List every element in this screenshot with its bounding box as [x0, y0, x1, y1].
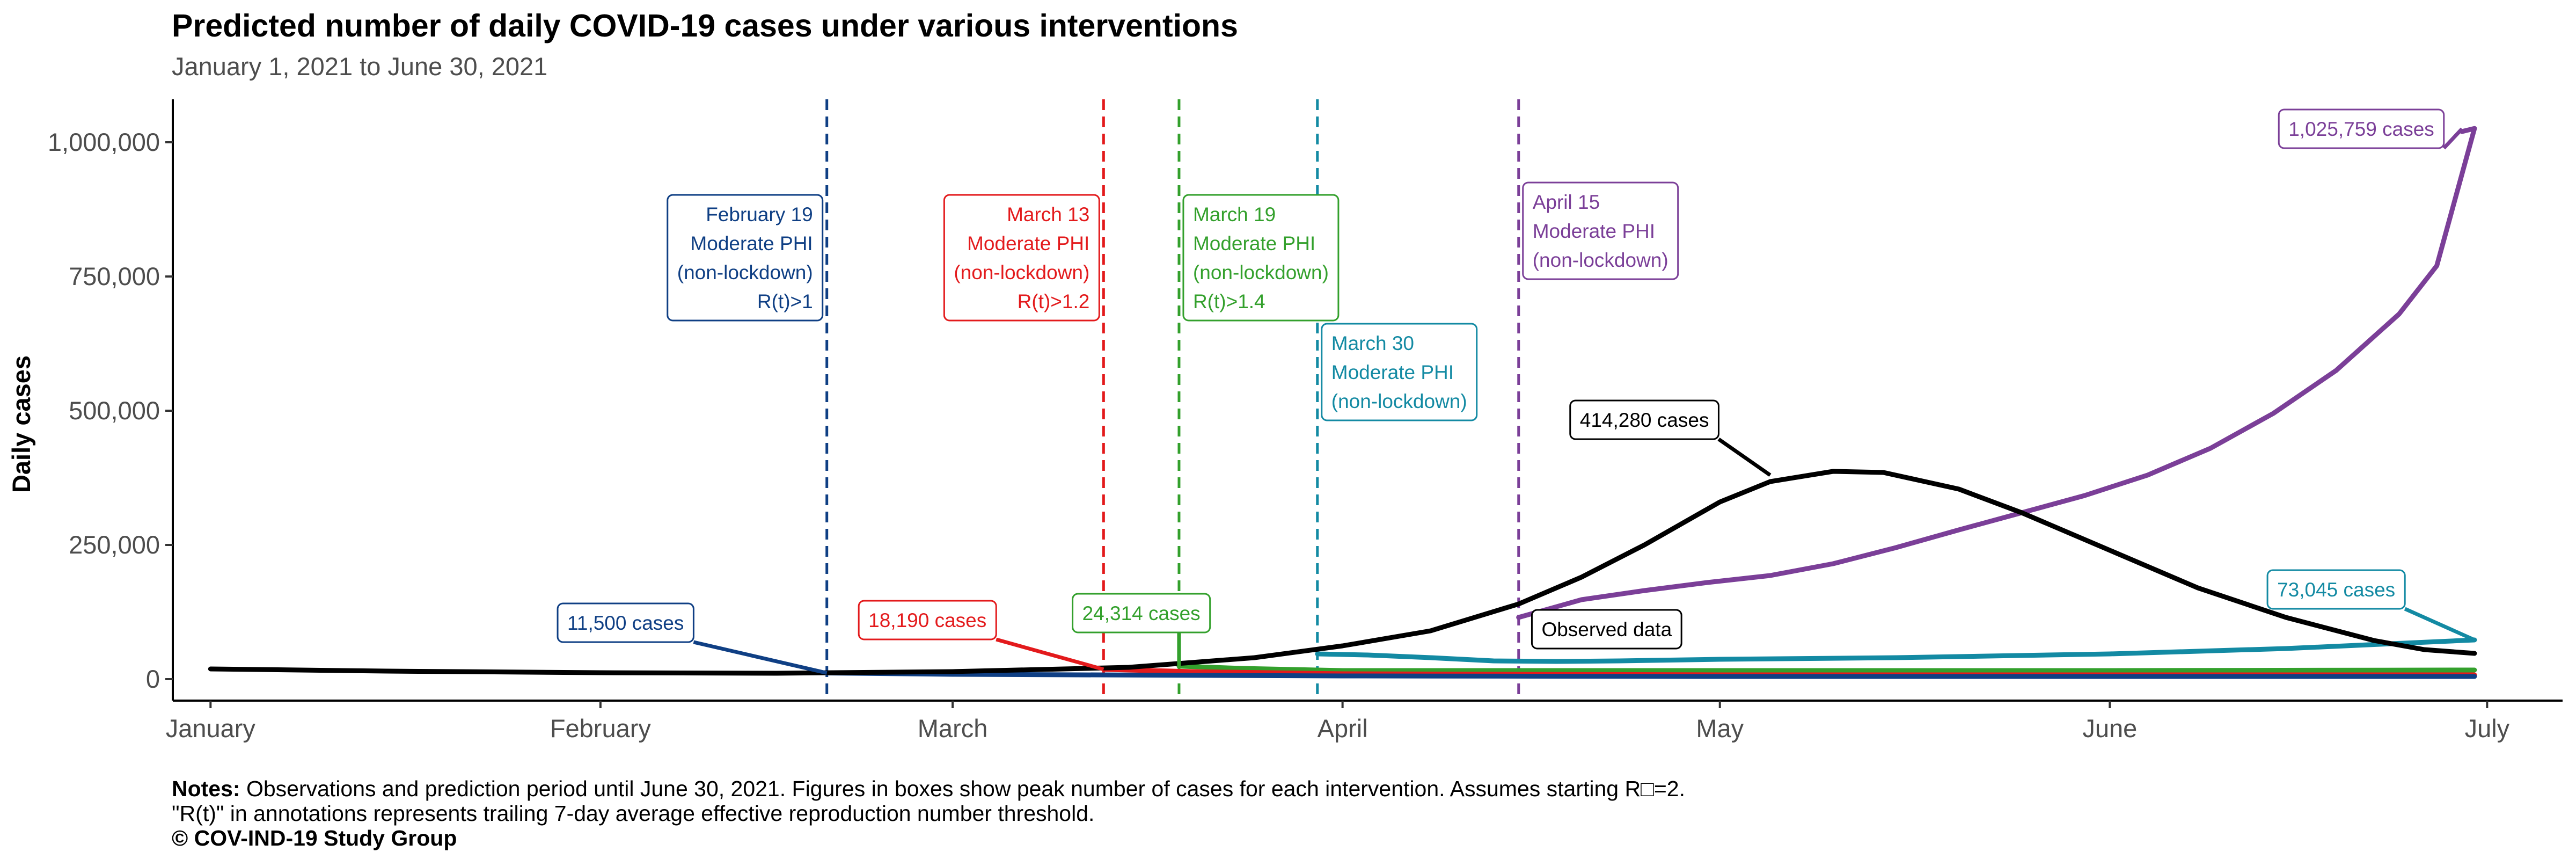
x-tick-label-5: June	[2082, 714, 2137, 742]
intervention-box-2-line-3: R(t)>1.4	[1193, 290, 1265, 312]
intervention-box-3-line-1: Moderate PHI	[1331, 361, 1454, 383]
peak-label-2-box	[1072, 593, 1211, 634]
peak-label-3-line-0: 414,280 cases	[1580, 409, 1709, 431]
intervention-box-1-line-0: March 13	[1007, 203, 1089, 225]
peak-labels: 11,500 cases 18,190 cases 24,314 cases 414,…	[557, 108, 2445, 650]
series-line-5	[208, 469, 2477, 676]
leader-line-0	[693, 640, 828, 675]
intervention-boxes: February 19 Moderate PHI (non-lockdown) R(t…	[667, 181, 1679, 421]
intervention-box-3: March 30 Moderate PHI (non-lockdown)	[1321, 323, 1478, 421]
intervention-box-4-box	[1522, 181, 1679, 280]
peak-label-6-line-0: Observed data	[1541, 618, 1672, 640]
series-line-0	[1516, 126, 2477, 620]
peak-label-4-box	[2278, 108, 2445, 149]
peak-label-2: 24,314 cases	[1072, 593, 1211, 634]
peak-label-6: Observed data	[1531, 609, 1682, 650]
peak-label-1-line-0: 18,190 cases	[868, 609, 986, 631]
y-tick-label-0: 0	[146, 665, 160, 693]
intervention-box-2-line-2: (non-lockdown)	[1193, 261, 1329, 283]
series-line-1	[1315, 637, 2477, 664]
x-tick-label-3: April	[1318, 714, 1368, 742]
x-tick-label-0: January	[166, 714, 256, 742]
peak-label-4-line-0: 1,025,759 cases	[2288, 118, 2434, 140]
x-tick-label-1: February	[550, 714, 652, 742]
intervention-box-0-line-1: Moderate PHI	[690, 232, 813, 254]
peak-label-5-line-0: 73,045 cases	[2277, 579, 2395, 601]
peak-label-2-line-0: 24,314 cases	[1082, 602, 1201, 624]
chart-subtitle: January 1, 2021 to June 30, 2021	[172, 52, 548, 81]
peak-label-5: 73,045 cases	[2266, 569, 2406, 610]
annotation-leaders	[693, 127, 2476, 675]
peak-label-5-box	[2266, 569, 2406, 610]
intervention-box-4: April 15 Moderate PHI (non-lockdown)	[1522, 181, 1679, 280]
credit: © COV-IND-19 Study Group	[172, 826, 457, 850]
x-tick-label-2: March	[918, 714, 988, 742]
intervention-box-0: February 19 Moderate PHI (non-lockdown) R(t…	[667, 194, 824, 322]
intervention-box-4-line-0: April 15	[1533, 191, 1600, 213]
peak-label-3: 414,280 cases	[1569, 399, 1719, 440]
axes: 0 250,000 500,000 750,000 1,000,000 January Fe…	[48, 99, 2563, 742]
leader-line-1	[996, 637, 1104, 672]
notes-line-2: "R(t)" in annotations represents trailin…	[172, 801, 1095, 826]
y-tick-label-1: 250,000	[69, 530, 160, 559]
leader-line-3	[1717, 438, 1772, 477]
peak-label-0-line-0: 11,500 cases	[567, 612, 684, 634]
intervention-box-2-line-0: March 19	[1193, 203, 1276, 225]
intervention-box-4-line-2: (non-lockdown)	[1533, 249, 1668, 271]
intervention-box-3-line-0: March 30	[1331, 332, 1414, 354]
intervention-box-3-line-2: (non-lockdown)	[1331, 390, 1467, 412]
notes: Notes: Observations and prediction perio…	[172, 776, 1685, 850]
intervention-box-1-box	[943, 194, 1100, 322]
intervention-box-1: March 13 Moderate PHI (non-lockdown) R(t)>1…	[943, 194, 1100, 322]
peak-label-0: 11,500 cases	[557, 602, 694, 643]
leader-line-5	[2404, 607, 2476, 642]
intervention-box-2-line-1: Moderate PHI	[1193, 232, 1315, 254]
y-axis-title: Daily cases	[7, 355, 35, 493]
leader-line-4	[2442, 127, 2464, 150]
intervention-box-1-line-1: Moderate PHI	[967, 232, 1089, 254]
y-tick-label-4: 1,000,000	[48, 128, 160, 156]
notes-label: Notes:	[172, 776, 240, 801]
intervention-box-0-line-2: (non-lockdown)	[677, 261, 813, 283]
notes-text: Observations and prediction period until…	[240, 776, 1685, 801]
y-tick-label-2: 500,000	[69, 396, 160, 425]
peak-label-4: 1,025,759 cases	[2278, 108, 2445, 149]
y-tick-label-3: 750,000	[69, 262, 160, 290]
intervention-box-3-box	[1321, 323, 1478, 421]
intervention-box-1-line-3: R(t)>1.2	[1018, 290, 1090, 312]
intervention-box-2: March 19 Moderate PHI (non-lockdown) R(t)>1…	[1182, 194, 1340, 322]
intervention-box-0-box	[667, 194, 824, 322]
notes-line-1: Notes: Observations and prediction perio…	[172, 776, 1685, 801]
peak-label-0-box	[557, 602, 694, 643]
x-tick-label-6: July	[2465, 714, 2510, 742]
x-tick-label-4: May	[1696, 714, 1744, 742]
intervention-box-1-line-2: (non-lockdown)	[954, 261, 1089, 283]
peak-label-1: 18,190 cases	[858, 600, 997, 640]
series-lines	[208, 126, 2477, 679]
peak-label-6-box	[1531, 609, 1682, 650]
peak-label-1-box	[858, 600, 997, 640]
chart-title: Predicted number of daily COVID-19 cases…	[172, 8, 1238, 43]
intervention-box-2-box	[1182, 194, 1340, 322]
intervention-box-4-line-1: Moderate PHI	[1533, 220, 1655, 242]
series-line-2	[1176, 664, 2477, 673]
peak-label-3-box	[1569, 399, 1719, 440]
intervention-box-0-line-0: February 19	[706, 203, 813, 225]
intervention-box-0-line-3: R(t)>1	[757, 290, 813, 312]
